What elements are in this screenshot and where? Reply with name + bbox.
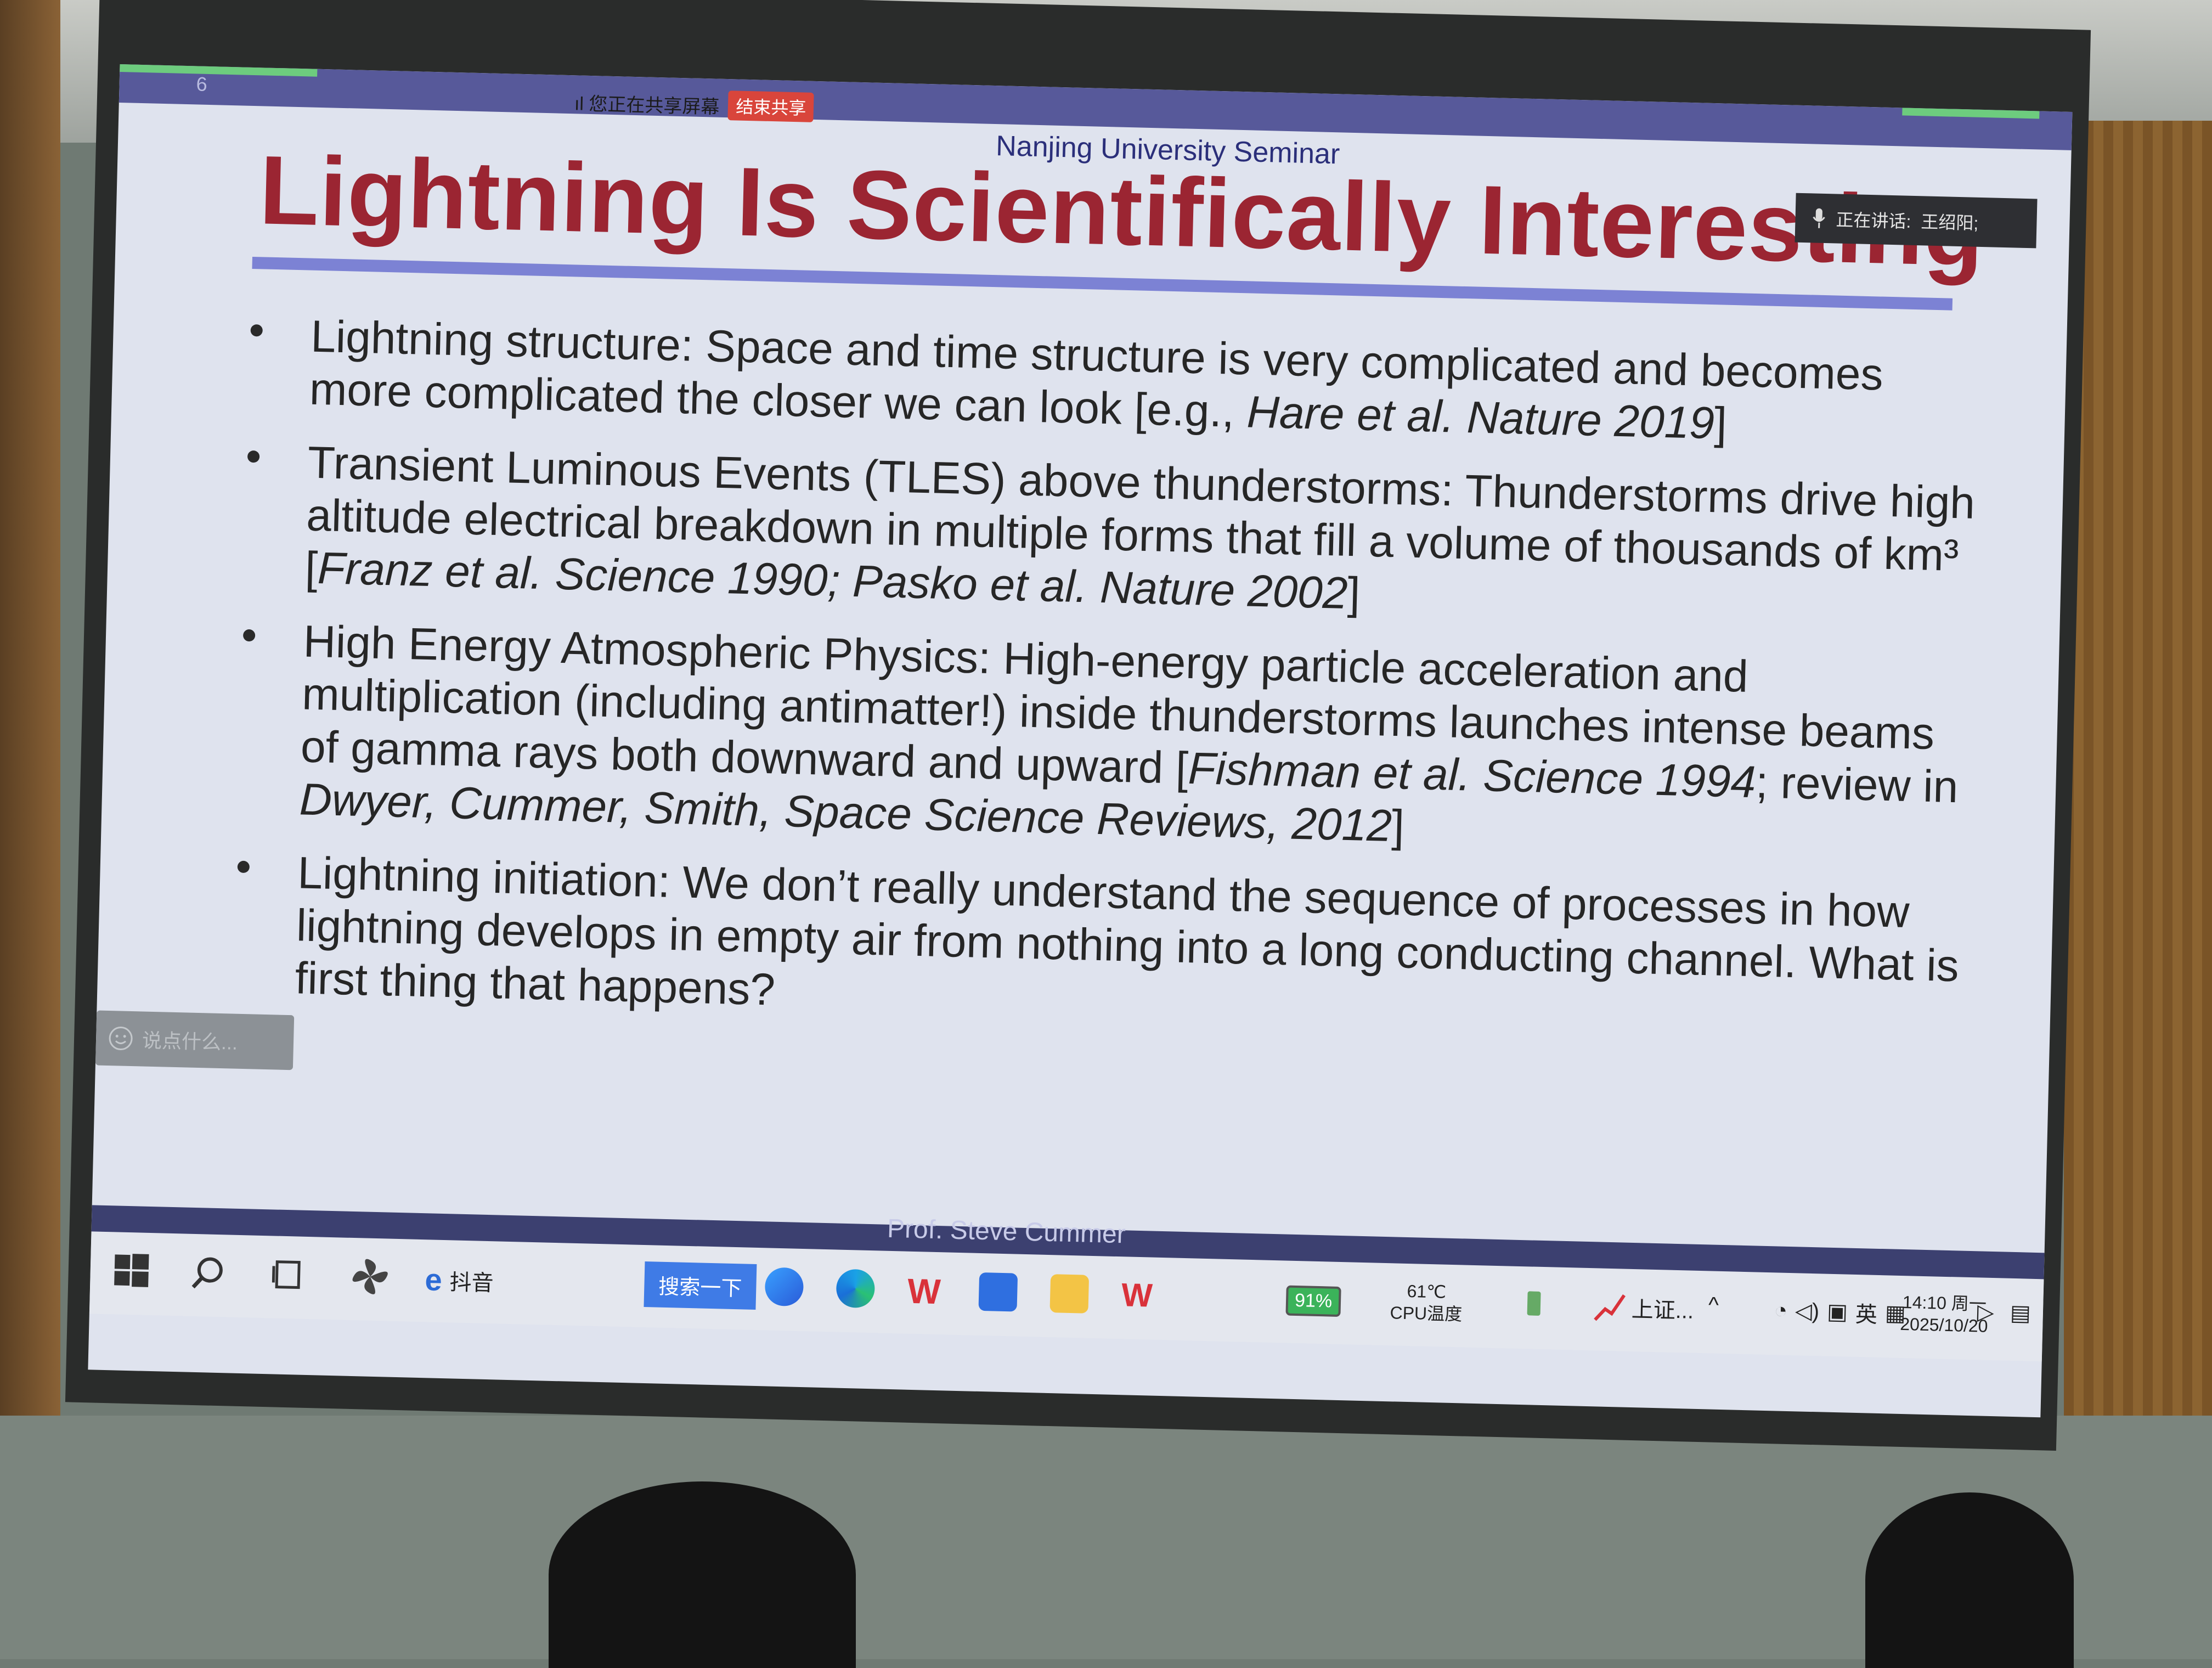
projected-desktop: 6 ıl 您正在共享屏幕 结束共享 Nanjing University Sem… bbox=[88, 64, 2073, 1418]
bullet-text: Lightning initiation: We don’t really un… bbox=[295, 847, 1977, 1046]
cpu-temp-label: CPU温度 bbox=[1390, 1303, 1463, 1325]
bullet-dot bbox=[247, 450, 260, 463]
douyin-button[interactable]: e 抖音 bbox=[425, 1261, 494, 1299]
cpu-temp-value: 61℃ bbox=[1407, 1281, 1447, 1302]
play-icon: ▷ bbox=[1977, 1300, 1995, 1325]
bullet-citation: Hare et al. Nature 2019 bbox=[1246, 387, 1716, 449]
notifications-button[interactable]: ▤ bbox=[2010, 1300, 2031, 1326]
ai-browser-icon bbox=[764, 1267, 804, 1307]
chart-app-icon bbox=[978, 1272, 1018, 1312]
wifi-icon[interactable]: ◔ bbox=[1774, 1298, 1788, 1323]
bullet-item: High Energy Atmospheric Physics: High-en… bbox=[239, 614, 1982, 867]
folder-icon bbox=[1049, 1274, 1090, 1314]
edge-legacy-icon: e bbox=[424, 1262, 443, 1297]
windows-taskbar: e 抖音 搜索一下 W W 91% 61℃ bbox=[89, 1231, 2044, 1362]
audience-head-left bbox=[549, 1481, 856, 1668]
bullet-text: Transient Luminous Events (TLES) above t… bbox=[304, 437, 1987, 636]
right-wall-panel bbox=[2064, 121, 2212, 1659]
clock-time: 14:10 周一 bbox=[1902, 1292, 1987, 1314]
bullet-tail: ] bbox=[1713, 398, 1728, 449]
left-wall-panel bbox=[0, 0, 60, 1659]
tray-overflow-button[interactable]: ^ bbox=[1708, 1293, 1719, 1317]
bullet-body: Lightning initiation: We don’t really un… bbox=[294, 848, 1960, 1015]
chart-app-button[interactable] bbox=[978, 1272, 1018, 1312]
pinwheel-icon bbox=[352, 1259, 388, 1294]
comment-input[interactable]: 说点什么... bbox=[95, 1010, 295, 1070]
bullet-text: High Energy Atmospheric Physics: High-en… bbox=[299, 615, 1982, 867]
task-view-button[interactable] bbox=[271, 1255, 305, 1294]
device-tray-button[interactable] bbox=[1527, 1291, 1541, 1316]
bullet-dot bbox=[250, 324, 263, 337]
show-desktop-button[interactable]: ▷ bbox=[1977, 1299, 1994, 1325]
smiley-icon bbox=[109, 1027, 133, 1051]
system-tray: ◔ ◁) ▣ 英 ▦ bbox=[1774, 1294, 1906, 1329]
volume-icon[interactable]: ◁) bbox=[1795, 1299, 1820, 1324]
bullet-item: Lightning initiation: We don’t really un… bbox=[234, 846, 1977, 1046]
language-indicator[interactable]: 英 bbox=[1855, 1302, 1878, 1327]
lower-wall bbox=[0, 1416, 2212, 1659]
windows-logo-icon bbox=[114, 1254, 149, 1287]
wps-presentation-button[interactable]: W bbox=[1121, 1276, 1153, 1314]
slide-number: 6 bbox=[196, 72, 208, 95]
ai-browser-button[interactable] bbox=[764, 1267, 804, 1307]
header-accent-left bbox=[120, 64, 318, 77]
bullet-item: Transient Luminous Events (TLES) above t… bbox=[244, 435, 1987, 635]
bullet-list: Lightning structure: Space and time stru… bbox=[234, 309, 1990, 1067]
chevron-up-icon: ^ bbox=[1708, 1293, 1719, 1317]
stock-widget[interactable]: 上证... bbox=[1593, 1290, 1694, 1325]
web-search-button[interactable]: 搜索一下 bbox=[644, 1261, 757, 1310]
bullet-dot bbox=[237, 860, 250, 874]
task-view-icon bbox=[272, 1260, 301, 1289]
ime-icon[interactable]: ▣ bbox=[1826, 1299, 1848, 1325]
douyin-label: 抖音 bbox=[449, 1270, 494, 1295]
search-taskbar-button[interactable] bbox=[189, 1253, 228, 1293]
presenter-name: Prof. Steve Cummer bbox=[887, 1214, 1126, 1249]
bullet-tail: ; review in bbox=[1755, 757, 1959, 813]
screen-share-banner: ıl 您正在共享屏幕 结束共享 bbox=[574, 86, 815, 123]
share-status-text: ıl 您正在共享屏幕 bbox=[574, 93, 720, 118]
stock-chart-icon bbox=[1594, 1294, 1626, 1321]
bullet-text: Lightning structure: Space and time stru… bbox=[309, 311, 1990, 457]
speaking-indicator: 正在讲话: 王绍阳; bbox=[1795, 193, 2038, 249]
search-icon bbox=[191, 1257, 223, 1289]
pinwheel-app-button[interactable] bbox=[348, 1254, 393, 1299]
cpu-temperature: 61℃ CPU温度 bbox=[1390, 1280, 1463, 1325]
bullet-tail-2: ] bbox=[1391, 801, 1405, 852]
comment-placeholder: 说点什么... bbox=[142, 1029, 238, 1054]
stock-label: 上证... bbox=[1631, 1297, 1694, 1323]
wps-icon: W bbox=[907, 1271, 941, 1312]
speaking-label: 正在讲话: bbox=[1836, 210, 1911, 232]
bullet-tail: ] bbox=[1347, 568, 1361, 619]
projection-screen: 6 ıl 您正在共享屏幕 结束共享 Nanjing University Sem… bbox=[65, 0, 2091, 1451]
notification-icon: ▤ bbox=[2010, 1300, 2032, 1326]
bullet-dot bbox=[242, 629, 256, 642]
usb-device-icon bbox=[1527, 1291, 1541, 1316]
wps-presentation-icon: W bbox=[1121, 1276, 1153, 1314]
battery-indicator[interactable]: 91% bbox=[1285, 1285, 1341, 1317]
audience-head-right bbox=[1865, 1492, 2074, 1668]
start-button[interactable] bbox=[112, 1251, 151, 1291]
wps-button[interactable]: W bbox=[907, 1271, 941, 1312]
microphone-icon bbox=[1813, 208, 1825, 228]
clock[interactable]: 14:10 周一 2025/10/20 bbox=[1900, 1291, 1989, 1337]
speaker-name: 王绍阳; bbox=[1920, 212, 1979, 233]
edge-icon bbox=[836, 1269, 876, 1309]
edge-button[interactable] bbox=[836, 1269, 876, 1309]
stop-share-button[interactable]: 结束共享 bbox=[727, 91, 815, 122]
clock-date: 2025/10/20 bbox=[1899, 1314, 1988, 1336]
bullet-item: Lightning structure: Space and time stru… bbox=[249, 309, 1990, 457]
file-explorer-button[interactable] bbox=[1049, 1274, 1090, 1314]
header-accent-right bbox=[1902, 108, 2040, 119]
